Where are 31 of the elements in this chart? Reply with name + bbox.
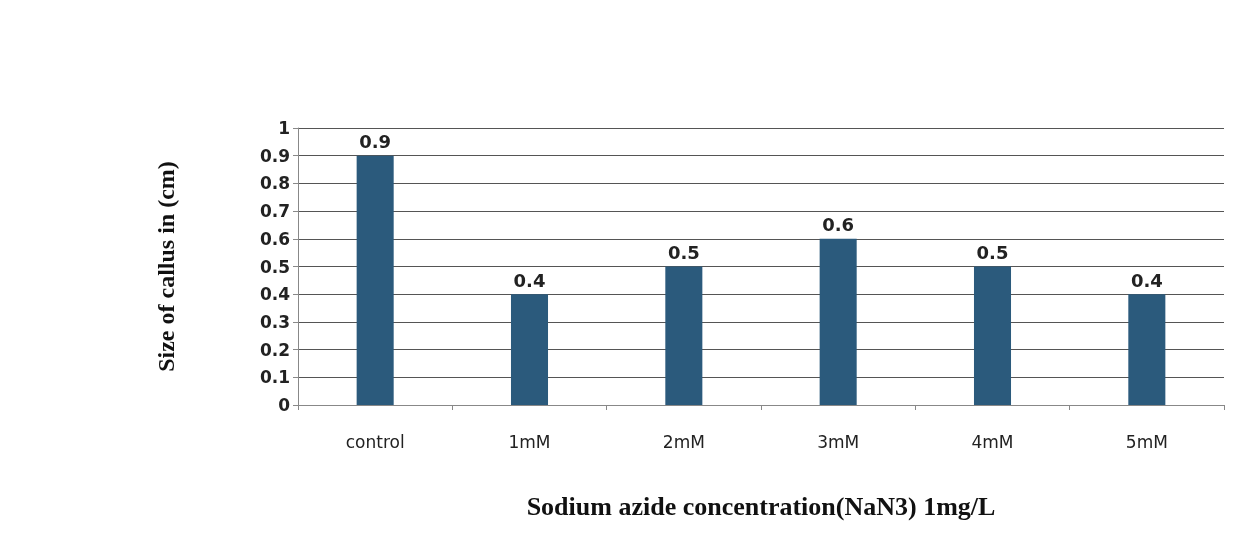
data-label: 0.4 — [513, 269, 546, 291]
y-tick-label: 0.1 — [259, 367, 290, 388]
x-axis-title: Sodium azide concentration(NaN3) 1mg/L — [526, 491, 996, 521]
data-label: 0.5 — [976, 242, 1009, 263]
y-tick-label: 0.4 — [259, 284, 291, 305]
bar — [819, 238, 857, 405]
data-label: 0.6 — [822, 214, 855, 236]
bar — [356, 155, 394, 405]
data-label: 0.9 — [359, 131, 392, 153]
y-tick-label: 0.3 — [259, 311, 290, 332]
y-tick-label: 0.6 — [259, 228, 290, 249]
data-label: 0.5 — [667, 242, 700, 263]
y-tick-label: 0.8 — [259, 173, 290, 194]
x-tick-label: 1mM — [508, 431, 551, 452]
y-tick-label: 0.2 — [259, 339, 290, 360]
x-tick-label: 4mM — [971, 431, 1014, 452]
bar — [665, 266, 703, 405]
bar — [510, 294, 549, 405]
bar — [973, 266, 1012, 405]
y-tick-label: 0 — [278, 395, 291, 415]
y-tick-label: 0.5 — [259, 256, 290, 277]
y-axis-title: Size of callus in (cm) — [153, 161, 179, 372]
y-tick-label: 0.9 — [259, 145, 290, 166]
x-tick-label: 3mM — [817, 431, 860, 452]
y-tick-label: 1 — [278, 118, 290, 138]
data-label: 0.4 — [1130, 269, 1163, 291]
x-tick-label: 5mM — [1125, 431, 1168, 452]
bar — [1128, 294, 1166, 405]
x-tick-label: 2mM — [662, 431, 705, 452]
y-tick-label: 0.7 — [259, 201, 290, 222]
x-tick-label: control — [345, 431, 405, 452]
